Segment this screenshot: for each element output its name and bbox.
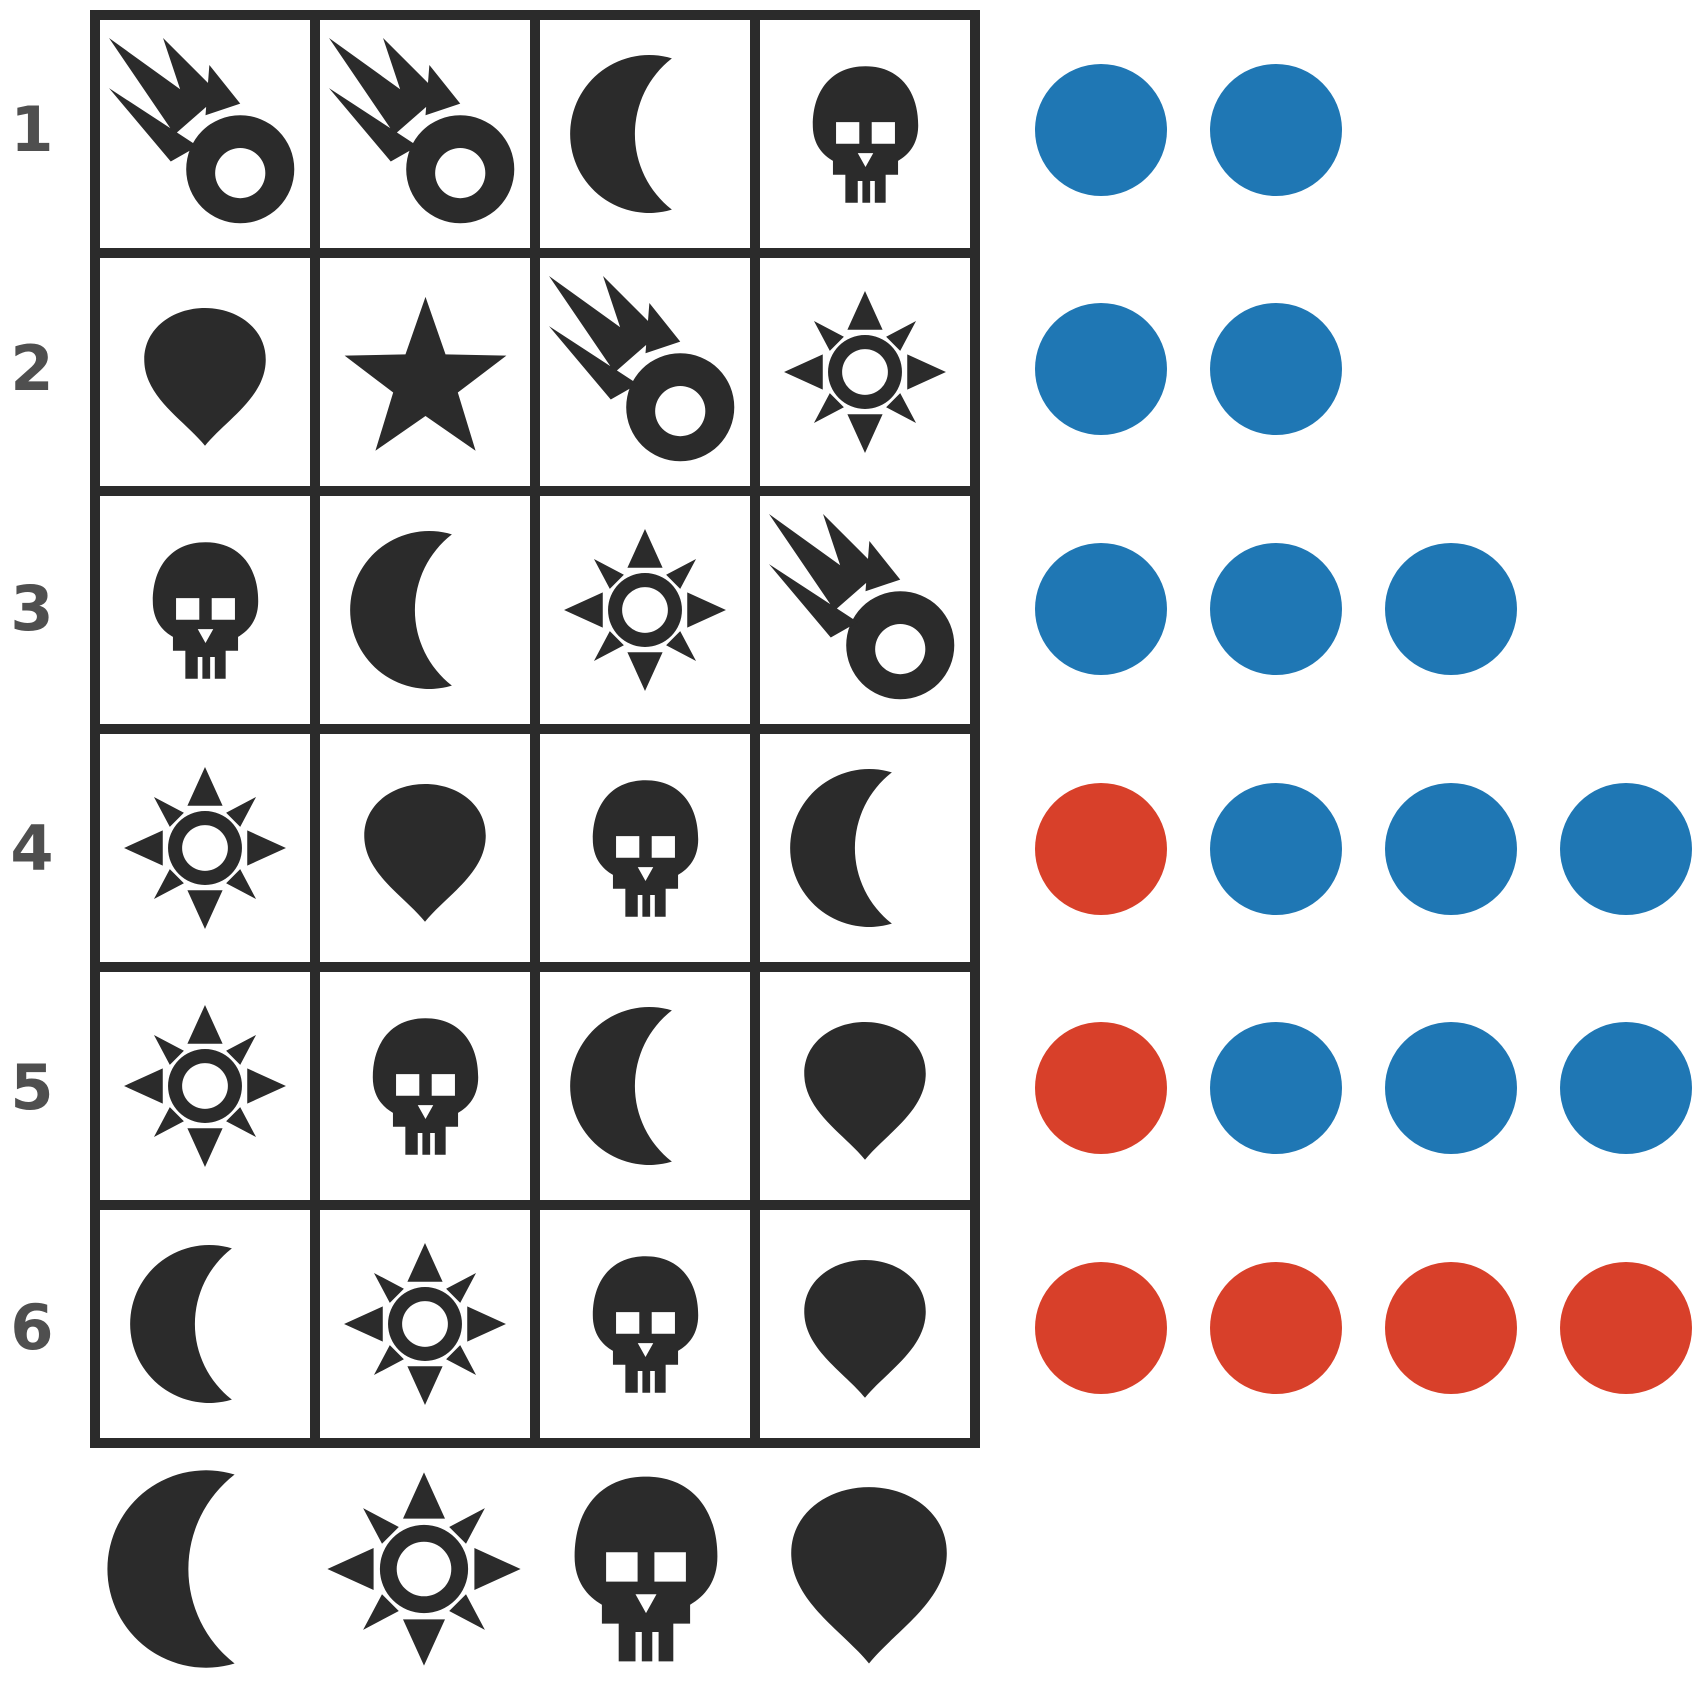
peg-blue [1210, 303, 1342, 436]
guess-cell [320, 1210, 530, 1438]
answer-row [90, 1456, 980, 1682]
sun-icon [344, 1243, 506, 1405]
guess-cell [100, 258, 310, 486]
guess-cell [320, 734, 530, 962]
guess-cell [540, 20, 750, 248]
peg-blue [1385, 543, 1517, 676]
skull-icon [372, 1017, 478, 1155]
comet-icon [768, 513, 954, 699]
peg-blue [1210, 782, 1342, 915]
skull-icon [152, 541, 258, 679]
sun-icon [784, 291, 946, 453]
moon-icon [350, 531, 452, 689]
answer-cell [535, 1456, 758, 1682]
skull-icon [574, 1476, 718, 1662]
gem-icon [144, 308, 266, 446]
sun-icon [564, 529, 726, 691]
guess-cell [100, 496, 310, 724]
answer-cell [313, 1456, 536, 1682]
row-number: 3 [10, 572, 54, 646]
guess-cell [540, 734, 750, 962]
peg-blue [1210, 543, 1342, 676]
feedback-pegs-row [1035, 10, 1700, 250]
peg-blue [1210, 1022, 1342, 1155]
sun-icon [124, 767, 286, 929]
moon-icon [790, 769, 892, 927]
gem-icon [804, 1260, 926, 1398]
guess-cell [760, 734, 970, 962]
gem-icon [804, 1022, 926, 1160]
peg-blue [1385, 1022, 1517, 1155]
guess-cell [760, 20, 970, 248]
guess-cell [760, 258, 970, 486]
comet-icon [108, 37, 294, 223]
skull-icon [592, 779, 698, 917]
feedback-pegs-row [1035, 250, 1700, 490]
peg-blue [1560, 782, 1692, 915]
sun-icon [124, 1005, 286, 1167]
peg-blue [1035, 303, 1167, 436]
guess-cell [100, 20, 310, 248]
guess-grid [90, 10, 980, 1448]
guess-cell [100, 1210, 310, 1438]
row-number: 6 [10, 1291, 54, 1365]
row-number: 4 [10, 811, 54, 885]
guess-cell [760, 1210, 970, 1438]
feedback-pegs-row [1035, 969, 1700, 1209]
skull-icon [812, 65, 918, 203]
peg-red [1560, 1262, 1692, 1395]
feedback-pegs-column [1035, 10, 1700, 1448]
row-numbers-column: 1 2 3 4 5 6 [0, 10, 64, 1448]
moon-icon [570, 1007, 672, 1165]
moon-icon [570, 55, 672, 213]
peg-red [1035, 782, 1167, 915]
peg-red [1035, 1022, 1167, 1155]
guess-cell [540, 258, 750, 486]
guess-cell [320, 972, 530, 1200]
comet-icon [548, 275, 734, 461]
guess-cell [760, 972, 970, 1200]
star-icon [344, 296, 506, 451]
peg-red [1210, 1262, 1342, 1395]
feedback-pegs-row [1035, 1208, 1700, 1448]
guess-cell [320, 496, 530, 724]
row-number: 5 [10, 1051, 54, 1125]
guess-cell [540, 1210, 750, 1438]
guess-cell [320, 258, 530, 486]
feedback-pegs-row [1035, 729, 1700, 969]
guess-cell [540, 496, 750, 724]
guess-cell [540, 972, 750, 1200]
peg-blue [1560, 1022, 1692, 1155]
peg-red [1385, 1262, 1517, 1395]
gem-icon [790, 1487, 947, 1664]
guess-cell [100, 972, 310, 1200]
comet-icon [328, 37, 514, 223]
answer-cell [758, 1456, 981, 1682]
peg-blue [1035, 543, 1167, 676]
guess-cell [320, 20, 530, 248]
feedback-pegs-row [1035, 489, 1700, 729]
peg-blue [1035, 63, 1167, 196]
row-number: 2 [10, 332, 54, 406]
answer-cell [90, 1456, 313, 1682]
guess-cell [100, 734, 310, 962]
row-number: 1 [10, 92, 54, 166]
peg-blue [1385, 782, 1517, 915]
moon-icon [107, 1470, 235, 1668]
skull-icon [592, 1255, 698, 1393]
gem-icon [364, 784, 486, 922]
moon-icon [130, 1245, 232, 1403]
peg-blue [1210, 63, 1342, 196]
guess-cell [760, 496, 970, 724]
sun-icon [327, 1472, 521, 1666]
peg-red [1035, 1262, 1167, 1395]
